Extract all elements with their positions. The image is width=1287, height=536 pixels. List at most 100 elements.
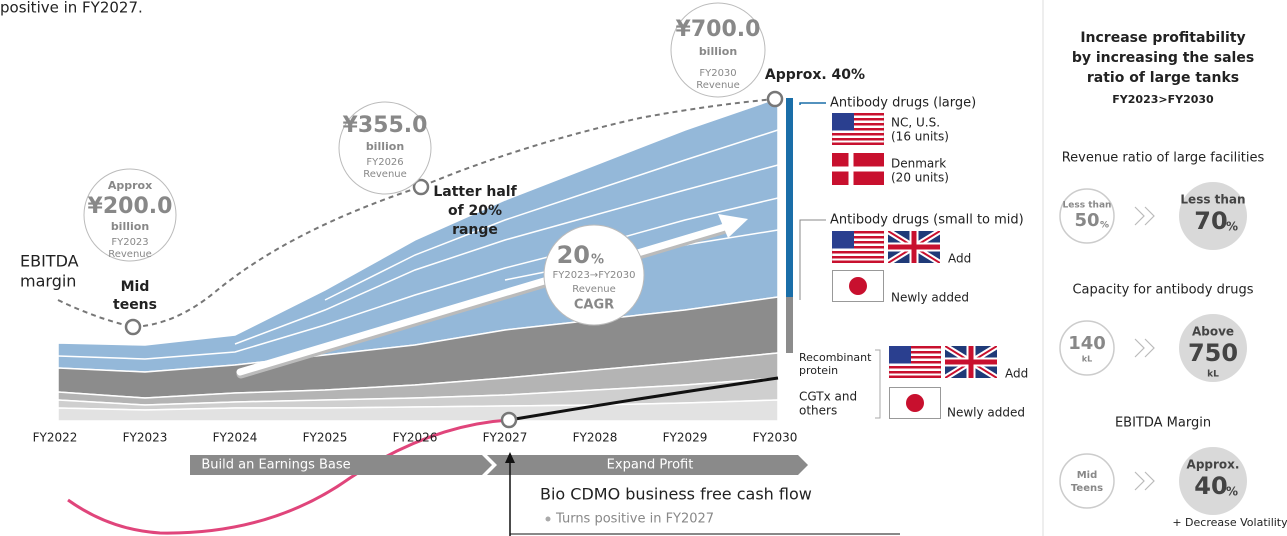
flag-us <box>832 231 884 263</box>
ebitda-middle: range <box>452 222 498 238</box>
to-unit: % <box>1226 485 1238 499</box>
ebitda-point <box>766 90 784 108</box>
cagr-badge: 20 % FY2023→FY2030 Revenue CAGR <box>543 224 645 326</box>
x-label: FY2030 <box>753 431 798 445</box>
legend-bar <box>786 297 793 353</box>
right-panel: Increase profitability by increasing the … <box>1059 30 1287 529</box>
bubble-unit: billion <box>699 45 737 58</box>
bracket <box>799 219 826 300</box>
legend-text: Newly added <box>947 406 1025 420</box>
chevrons <box>1134 206 1155 226</box>
panel-footnote: + Decrease Volatility <box>1172 516 1287 529</box>
fcf-negative <box>67 418 510 535</box>
bubble-label: Revenue <box>363 169 407 180</box>
panel-header: Revenue ratio of large facilities <box>1062 151 1265 166</box>
legend-text: Recombinant <box>799 351 872 364</box>
phase-arrow <box>487 455 808 475</box>
x-label: FY2028 <box>573 431 618 445</box>
flag-denmark <box>832 153 884 185</box>
to-circle <box>1179 314 1247 382</box>
legend-text: protein <box>799 364 838 377</box>
x-label: FY2025 <box>303 431 348 445</box>
to-unit: kL <box>1207 370 1219 380</box>
flag-us <box>832 113 884 145</box>
panel-period: FY2023>FY2030 <box>1112 93 1214 106</box>
legend-text: (20 units) <box>891 171 949 185</box>
from-unit: kL <box>1082 355 1092 364</box>
bubble-label: Revenue <box>108 249 152 260</box>
from-unit: % <box>1100 221 1109 231</box>
fcf-point <box>500 411 518 429</box>
cagr-period: FY2023→FY2030 <box>553 270 636 281</box>
cagr-metric: CAGR <box>574 298 614 313</box>
legend-text: Add <box>948 252 971 266</box>
ebitda-point <box>412 178 430 196</box>
legend-title: Antibody drugs (large) <box>830 96 976 111</box>
to-num: 70 <box>1194 207 1227 235</box>
flag-uk <box>888 231 940 263</box>
ebitda-start: Mid <box>121 279 150 295</box>
callout-arrowhead <box>505 452 515 463</box>
to-circle <box>1179 182 1247 250</box>
flag-japan <box>832 270 884 302</box>
chevrons <box>1134 471 1155 491</box>
cagr-value: 20 <box>557 241 590 269</box>
panel-title: Increase profitability <box>1080 30 1245 46</box>
from-text: Mid <box>1077 470 1098 481</box>
bubble: ¥355.0 billion FY2026 Revenue <box>338 101 432 195</box>
legend-text: (16 units) <box>891 130 949 144</box>
x-label: FY2023 <box>123 431 168 445</box>
phase-label: Build an Earnings Base <box>201 458 350 473</box>
x-label: FY2022 <box>33 431 78 445</box>
cagr-label: Revenue <box>572 284 616 295</box>
ebitda-label: EBITDA <box>20 252 79 271</box>
legend-text: others <box>799 404 837 418</box>
legend-text: Denmark <box>891 157 946 171</box>
x-label: FY2024 <box>213 431 258 445</box>
phase-arrow <box>190 455 492 475</box>
legend-text: CGTx and <box>799 390 857 404</box>
intro-text: positive in FY2027. <box>0 0 143 17</box>
from-circle <box>1059 188 1115 244</box>
flag-uk <box>945 346 997 378</box>
flag-us <box>889 346 941 378</box>
ebitda-middle: Latter half <box>433 184 517 200</box>
legend-text: NC, U.S. <box>891 116 940 130</box>
ebitda-label: margin <box>20 272 76 291</box>
x-label: FY2026 <box>393 431 438 445</box>
bubble-year: FY2026 <box>366 157 403 168</box>
flag-japan <box>889 387 941 419</box>
to-circle <box>1179 447 1247 515</box>
legend-title: Antibody drugs (small to mid) <box>830 213 1024 228</box>
panel-title: ratio of large tanks <box>1087 70 1239 86</box>
to-top: Approx. <box>1187 458 1240 472</box>
panel-title: by increasing the sales <box>1072 50 1254 66</box>
from-circle <box>1059 320 1115 376</box>
from-text: Teens <box>1071 483 1103 494</box>
bubble: ¥700.0 billion FY2030 Revenue <box>670 2 766 98</box>
to-top: Above <box>1192 325 1234 339</box>
legend-text: Newly added <box>891 291 969 305</box>
panel-header: EBITDA Margin <box>1115 416 1211 431</box>
bracket <box>799 102 826 105</box>
from-num: 140 <box>1068 333 1106 354</box>
bubble-year: FY2023 <box>111 237 148 248</box>
bubble-unit: billion <box>111 220 149 233</box>
bubble-amount: ¥700.0 <box>676 17 761 42</box>
from-top: Less than <box>1063 201 1112 211</box>
ebitda-middle: of 20% <box>448 203 502 219</box>
to-num: 750 <box>1188 339 1238 367</box>
bubble: Approx ¥200.0 billion FY2023 Revenue <box>83 168 177 262</box>
cagr-arrow <box>236 214 748 379</box>
fcf-note: Turns positive in FY2027 <box>555 512 714 527</box>
phase-label: Expand Profit <box>607 458 694 473</box>
to-top: Less than <box>1180 193 1245 207</box>
bubble-amount: ¥200.0 <box>88 194 173 219</box>
fcf-title: Bio CDMO business free cash flow <box>540 485 812 504</box>
from-num: 50 <box>1074 210 1099 231</box>
cagr-unit: % <box>591 253 604 268</box>
x-axis: FY2022 FY2023 FY2024 FY2025 FY2026 FY202… <box>33 431 798 445</box>
ebitda-point <box>124 318 142 336</box>
to-unit: % <box>1226 220 1238 234</box>
